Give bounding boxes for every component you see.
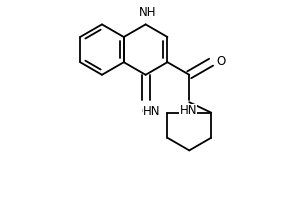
Text: HN: HN (179, 104, 197, 117)
Text: O: O (141, 105, 150, 118)
Text: HN: HN (143, 105, 161, 118)
Text: O: O (217, 55, 226, 68)
Text: NH: NH (139, 6, 157, 19)
